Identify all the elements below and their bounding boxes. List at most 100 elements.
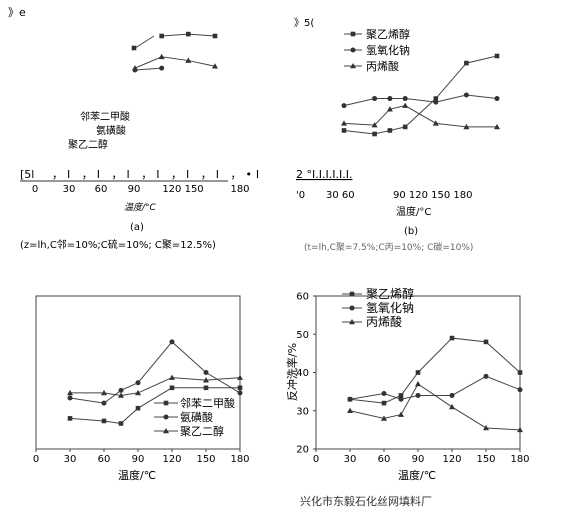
b-point-2-4 (432, 120, 439, 126)
a-point-2-0 (132, 65, 138, 71)
c-tick-4: 120 (162, 454, 181, 465)
a-cropped-point (131, 45, 137, 51)
d-point-1-6 (517, 387, 523, 393)
a-point-2-2 (185, 57, 192, 63)
d-legend-label-2: 丙烯酸 (366, 314, 402, 329)
c-point-1-1 (101, 400, 107, 406)
b-tick-2: 90 120 150 180 (393, 190, 473, 201)
d-series-line-0 (349, 337, 521, 404)
c-point-2-1 (101, 389, 107, 396)
c-point-0-4 (169, 385, 175, 391)
d-y-tick-0: 20 (296, 445, 309, 456)
plot-d-lines (347, 335, 523, 433)
d-point-0-5 (483, 339, 489, 345)
d-point-2-2 (398, 411, 404, 417)
d-point-1-2 (398, 396, 404, 402)
c-point-1-3 (135, 380, 141, 386)
x-axis-label-c: 温度/℃ (118, 468, 156, 482)
d-y-tick-4: 60 (296, 292, 309, 303)
x-axis-label-b: 温度/°C (396, 205, 431, 218)
d-tick-2: 60 (378, 454, 391, 465)
plot-a-lines (131, 31, 218, 73)
tick-text-b: 2 °I.I.I.I.I.I. (296, 168, 352, 181)
c-tick-3: 90 (132, 454, 145, 465)
x-axis-label-a: 温度/°C (124, 202, 157, 213)
c-legend-marker-1 (163, 414, 169, 420)
a-legend-label-2: 聚乙二醇 (68, 138, 108, 151)
d-legend-marker-1 (349, 305, 355, 311)
d-point-2-1 (381, 415, 387, 421)
d-series-line-2 (349, 383, 521, 431)
b-legend-marker-1 (350, 47, 356, 53)
d-point-2-5 (483, 424, 489, 431)
a-series-line-2 (134, 56, 216, 69)
c-point-0-0 (67, 416, 73, 421)
b-series-line-2 (343, 105, 497, 128)
d-y-tick-1: 30 (296, 406, 309, 417)
d-legend-label-0: 聚乙烯醇 (366, 286, 414, 301)
b-point-1-0 (341, 103, 347, 109)
b-series-line-1 (343, 94, 498, 107)
b-point-1-2 (387, 96, 393, 102)
b-legend-label-1: 氢氧化钠 (366, 43, 410, 57)
d-tick-1: 30 (344, 454, 357, 465)
d-tick-3: 90 (412, 454, 425, 465)
d-tick-6: 180 (510, 454, 529, 465)
d-point-2-4 (449, 403, 455, 410)
c-tick-2: 60 (98, 454, 111, 465)
c-point-1-2 (118, 387, 124, 393)
c-point-1-4 (169, 339, 175, 345)
d-legend-marker-0 (349, 291, 355, 297)
b-point-1-6 (494, 96, 500, 102)
d-point-2-3 (415, 380, 421, 387)
a-legend-label-0: 邻苯二甲酸 (80, 110, 130, 123)
c-point-2-5 (203, 377, 209, 383)
c-point-2-0 (67, 389, 73, 396)
b-tick-0: '0 (296, 190, 305, 201)
c-point-0-2 (118, 421, 124, 426)
c-legend-marker-2 (163, 428, 169, 434)
d-y-tick-2: 40 (296, 368, 309, 379)
condition-note-a: (z=lh,C邻=10%;C硫=10%; C聚=12.5%) (20, 238, 216, 251)
b-point-2-0 (341, 120, 347, 126)
x-tick-labels-a: 0 30 60 90 120 150 180 (32, 184, 250, 195)
d-point-0-1 (381, 400, 387, 406)
c-legend-label-1: 氨磺酸 (180, 410, 213, 424)
panel-label-a: (a) (130, 222, 144, 233)
b-point-0-1 (372, 131, 377, 137)
a-point-1-1 (159, 65, 165, 71)
c-point-0-6 (237, 385, 243, 391)
d-point-1-0 (347, 396, 353, 402)
c-point-1-6 (237, 390, 243, 396)
corner-mark-b: 》5( (294, 17, 314, 29)
d-tick-5: 150 (476, 454, 495, 465)
d-legend-label-1: 氢氧化钠 (366, 300, 414, 315)
tick-text-a-2: ，I ，I ，I ，I ，I ，I ，•I (52, 168, 263, 181)
d-point-2-0 (347, 407, 353, 414)
c-point-2-2 (118, 392, 124, 398)
b-point-2-3 (402, 102, 409, 108)
a-series-line-1 (134, 67, 162, 71)
a-tick-3: 90 (128, 184, 141, 195)
d-point-1-3 (415, 392, 421, 398)
b-point-0-2 (387, 128, 393, 133)
b-legend-marker-2 (350, 63, 356, 69)
b-point-0-3 (402, 124, 408, 130)
plot-c-lines (67, 339, 243, 426)
x-tick-labels-c: 0 30 60 90 120 150 180 (33, 449, 250, 465)
c-point-0-5 (203, 385, 209, 391)
b-legend-label-2: 丙烯酸 (366, 59, 399, 73)
b-point-1-1 (372, 96, 378, 102)
c-point-1-0 (67, 395, 73, 401)
a-point-2-1 (158, 53, 165, 60)
d-point-1-1 (381, 391, 387, 397)
a-tick-1: 30 (63, 184, 76, 195)
a-point-0-2 (212, 33, 218, 39)
c-point-0-3 (135, 405, 141, 411)
c-legend-label-2: 聚乙二醇 (180, 424, 224, 438)
